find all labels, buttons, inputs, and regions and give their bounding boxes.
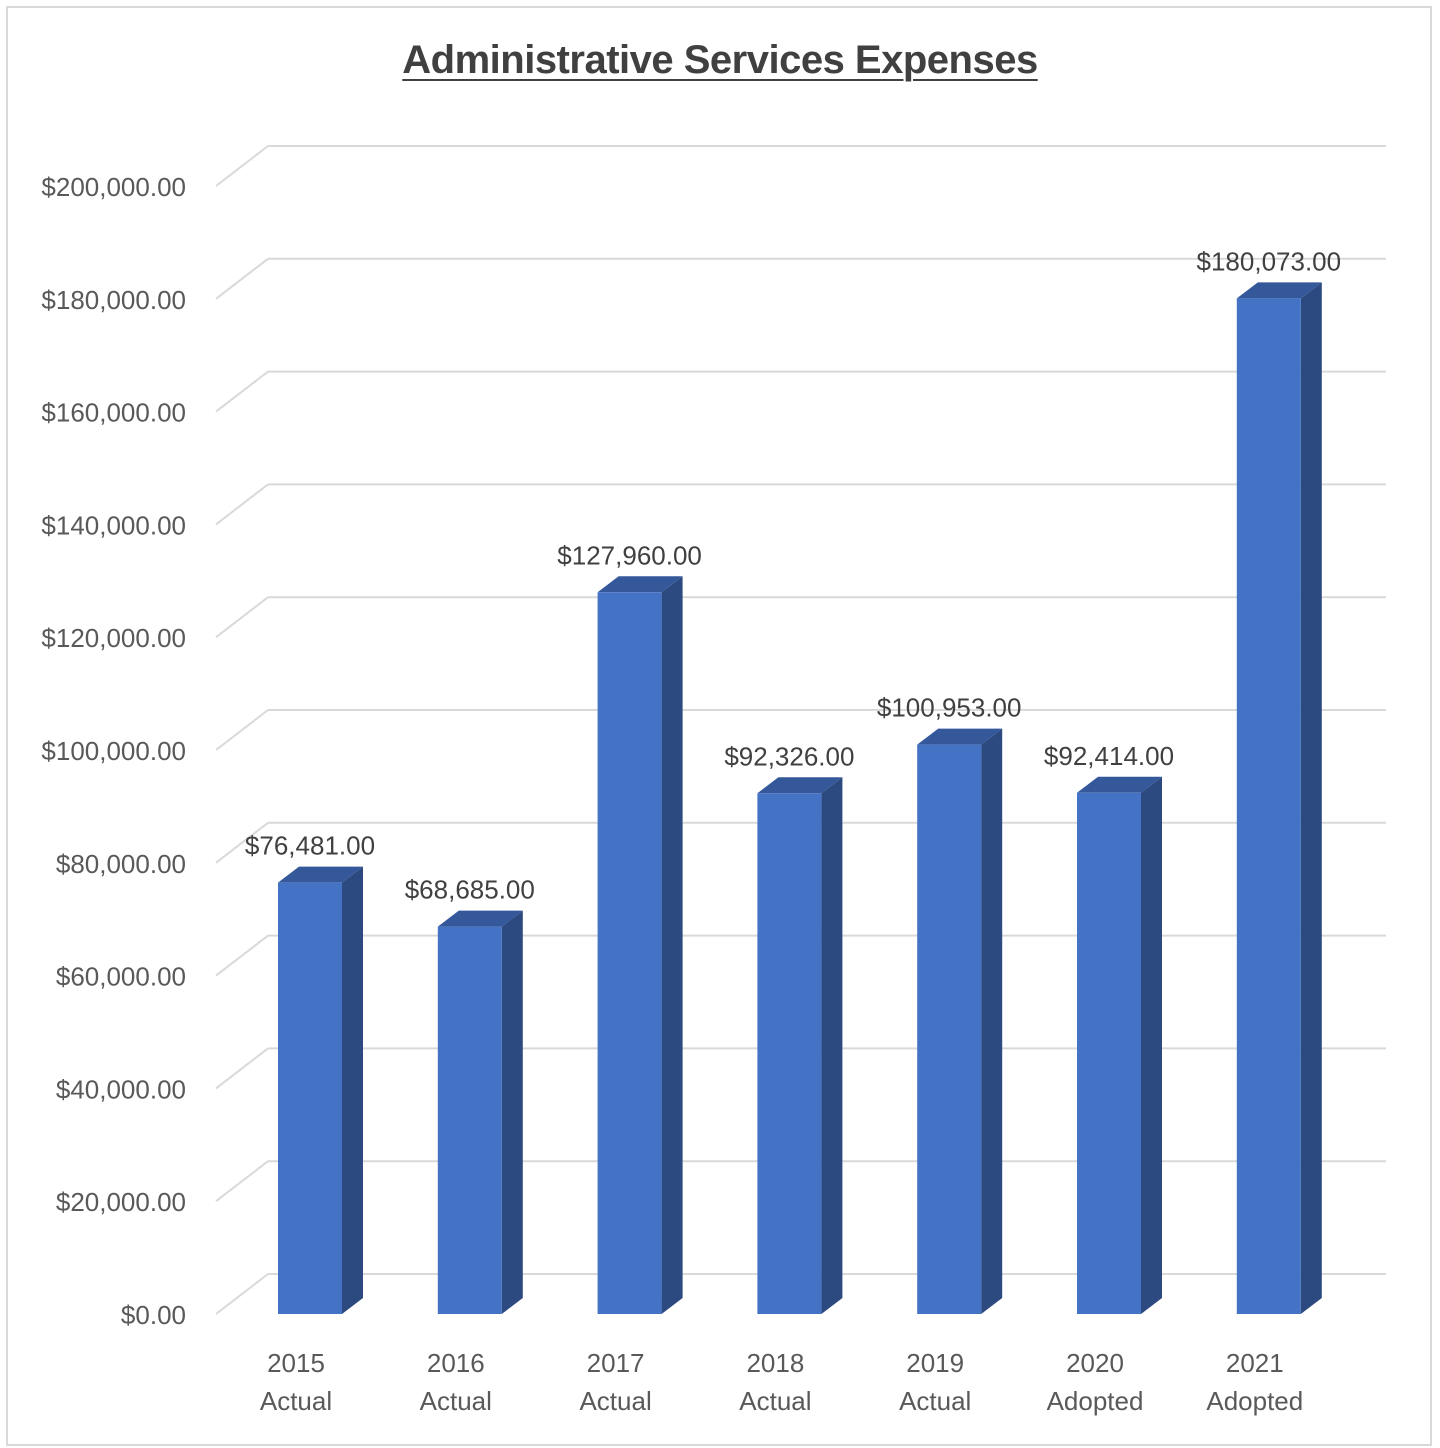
bar-top [278,866,363,883]
bar-top [597,576,683,593]
bar-front [597,592,662,1314]
bar-front [437,926,502,1314]
x-tick-label: 2018 [746,1348,804,1378]
bar-top [1236,282,1322,299]
data-label: $127,960.00 [557,540,702,570]
bar-top [437,910,523,927]
bar [437,910,523,1314]
y-tick-label: $100,000.00 [41,736,186,766]
x-tick-label: Actual [420,1386,492,1416]
y-tick-label: $140,000.00 [41,510,186,540]
data-label: $92,326.00 [724,741,854,771]
y-tick-label: $120,000.00 [41,623,186,653]
data-labels: $76,481.00 $68,685.00 $127,960.00 $92,326.0… [245,246,1341,904]
bar-side [981,728,1003,1314]
y-tick-label: $200,000.00 [41,172,186,202]
x-tick-label: 2015 [267,1348,325,1378]
x-tick-label: 2017 [587,1348,645,1378]
gridline-diagonal [215,822,269,864]
gridline-diagonal [215,145,269,187]
bar-side [501,910,523,1314]
gridline-diagonal [215,258,269,300]
y-tick-label: $180,000.00 [41,285,186,315]
gridline-diagonal [215,483,269,526]
data-label: $68,685.00 [405,875,535,905]
x-tick-label: Actual [579,1386,651,1416]
bar-top [917,728,1003,745]
bar [1077,776,1162,1314]
bar-side [821,777,843,1314]
data-label: $100,953.00 [877,693,1022,723]
bar [757,777,843,1314]
x-tick-label: 2021 [1226,1348,1284,1378]
bar-front [1077,792,1141,1314]
bar-front [757,793,822,1314]
bar-side [661,576,683,1314]
bar-side [342,866,363,1314]
chart-frame [6,6,1432,1446]
x-tick-label: 2019 [906,1348,964,1378]
bar-side [1300,282,1322,1314]
x-tick-label: Actual [739,1386,811,1416]
bar [597,576,683,1314]
bar-front [917,744,982,1314]
x-tick-label: Actual [260,1386,332,1416]
y-tick-label: $60,000.00 [56,962,186,992]
y-tick-label: $160,000.00 [41,398,186,428]
y-tick-label: $40,000.00 [56,1074,186,1104]
bar [278,866,363,1314]
bar [1236,282,1322,1314]
y-tick-label: $20,000.00 [56,1187,186,1217]
bar-side [1141,776,1162,1314]
data-label: $76,481.00 [245,831,375,861]
y-axis-ticks: $0.00 $20,000.00 $40,000.00 $60,000.00 $80,0… [41,172,186,1330]
x-tick-label: 2016 [427,1348,485,1378]
data-label: $180,073.00 [1197,246,1342,276]
y-tick-label: $80,000.00 [56,849,186,879]
gridline-diagonal [215,1273,269,1315]
bar-front [278,882,342,1314]
y-tick-label: $0.00 [121,1300,186,1330]
bar [917,728,1003,1314]
bar-front [1236,298,1301,1314]
bars [278,282,1322,1314]
data-label: $92,414.00 [1044,741,1174,771]
chart-title: Administrative Services Expenses [402,38,1038,82]
gridline-diagonal [215,709,269,751]
gridline-diagonal [215,934,269,977]
bar-top [1077,776,1162,793]
gridline-diagonal [215,370,269,413]
gridline-diagonal [215,1047,269,1090]
gridline-diagonal [215,1160,269,1202]
x-tick-label: Actual [899,1386,971,1416]
x-tick-label: Adopted [1047,1386,1144,1416]
x-tick-label: 2020 [1066,1348,1124,1378]
bar-top [757,777,843,794]
gridline-diagonal [215,596,269,638]
x-axis-ticks: 2015 Actual 2016 Actual 2017 Actual 2018 Actual… [260,1348,1303,1416]
x-tick-label: Adopted [1206,1386,1303,1416]
